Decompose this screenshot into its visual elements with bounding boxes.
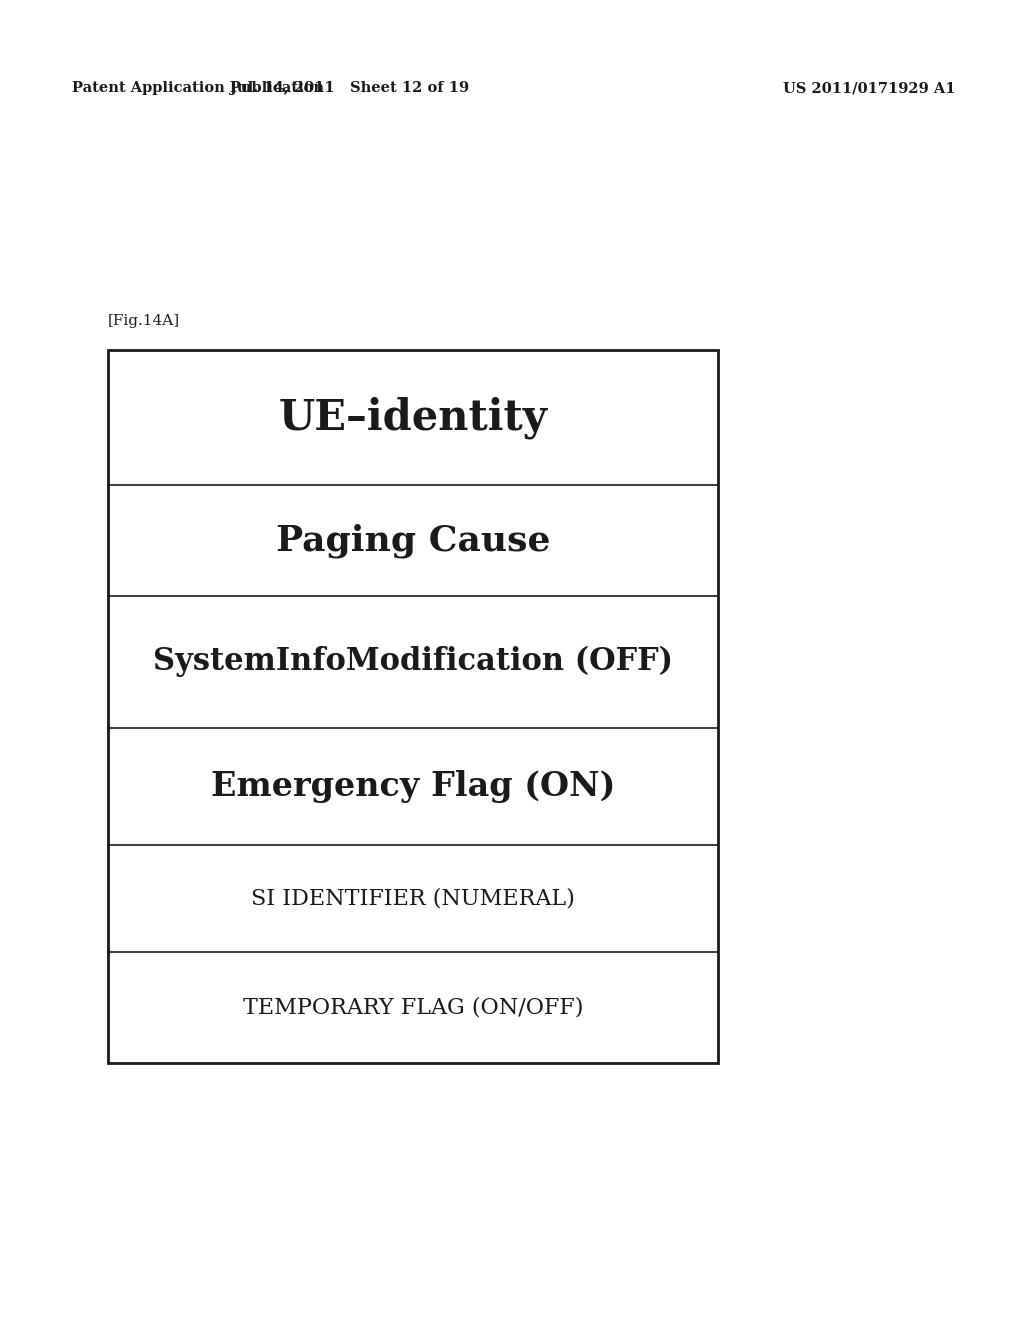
Text: Patent Application Publication: Patent Application Publication — [72, 81, 324, 95]
Text: SI IDENTIFIER (NUMERAL): SI IDENTIFIER (NUMERAL) — [251, 887, 574, 909]
Text: US 2011/0171929 A1: US 2011/0171929 A1 — [782, 81, 955, 95]
Text: Paging Cause: Paging Cause — [275, 523, 550, 558]
Text: Jul. 14, 2011   Sheet 12 of 19: Jul. 14, 2011 Sheet 12 of 19 — [230, 81, 470, 95]
Text: TEMPORARY FLAG (ON/OFF): TEMPORARY FLAG (ON/OFF) — [243, 997, 584, 1018]
Bar — [108, 350, 718, 1063]
Text: SystemInfoModification (OFF): SystemInfoModification (OFF) — [153, 645, 673, 677]
Text: UE–identity: UE–identity — [279, 396, 548, 438]
Text: [Fig.14A]: [Fig.14A] — [108, 314, 180, 327]
Text: Emergency Flag (ON): Emergency Flag (ON) — [211, 770, 615, 803]
